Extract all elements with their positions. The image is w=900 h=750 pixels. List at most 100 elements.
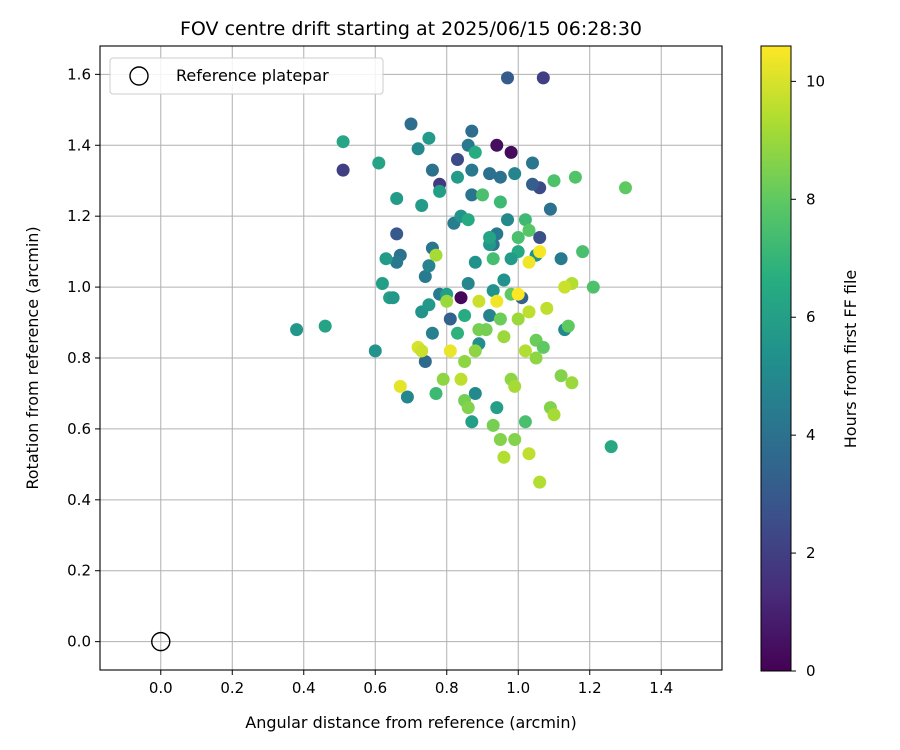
data-point: [336, 135, 350, 149]
data-point: [468, 255, 482, 269]
data-point: [440, 294, 454, 308]
data-point: [422, 298, 436, 312]
data-point: [468, 387, 482, 400]
data-point: [518, 415, 532, 429]
x-tick-label: 0.6: [363, 679, 387, 697]
data-point: [404, 117, 418, 131]
data-point: [493, 312, 507, 326]
legend: Reference platepar: [109, 57, 384, 95]
data-point: [468, 145, 482, 159]
data-point: [529, 351, 543, 365]
data-point: [561, 319, 575, 333]
legend-marker-reference: [129, 66, 149, 86]
data-point: [565, 376, 579, 390]
data-point: [461, 213, 475, 227]
data-point: [443, 312, 457, 326]
data-point: [490, 401, 504, 415]
colorbar: 0 2 4 6 8 10: [760, 45, 825, 680]
x-tick-label: 0.2: [220, 679, 244, 697]
data-point: [568, 170, 582, 184]
data-point: [511, 231, 525, 244]
data-point: [483, 167, 497, 181]
data-point: [465, 124, 479, 138]
data-point: [547, 174, 561, 188]
x-tick-label: 1.4: [649, 679, 673, 697]
data-point: [483, 309, 497, 322]
data-point: [497, 330, 511, 344]
colorbar-gradient: [760, 45, 792, 672]
data-point: [493, 433, 507, 446]
data-point: [425, 326, 439, 340]
colorbar-tick-label: 0: [806, 662, 816, 680]
data-point: [422, 131, 436, 145]
x-axis-label: Angular distance from reference (arcmin): [245, 713, 576, 732]
legend-label-reference: Reference platepar: [176, 66, 329, 85]
data-point: [554, 252, 568, 266]
data-point: [483, 231, 497, 244]
data-point: [372, 156, 386, 170]
data-point: [318, 319, 332, 333]
data-point: [497, 450, 511, 464]
data-point: [522, 305, 536, 319]
data-point: [418, 270, 432, 283]
data-point: [504, 252, 518, 266]
data-point: [490, 138, 504, 152]
data-point: [493, 170, 507, 184]
data-point: [443, 344, 457, 358]
data-point: [461, 277, 475, 290]
data-point: [511, 312, 525, 326]
data-point: [451, 153, 464, 166]
data-point: [336, 163, 350, 177]
data-point: [486, 284, 500, 298]
x-tick-label: 0.4: [292, 679, 316, 697]
data-point: [522, 255, 536, 269]
data-point: [433, 184, 447, 198]
colorbar-tick-label: 2: [806, 544, 816, 562]
y-tick-label: 0.0: [67, 633, 91, 651]
colorbar-tick-label: 4: [806, 426, 816, 444]
chart-title: FOV centre drift starting at 2025/06/15 …: [180, 18, 642, 40]
data-point: [465, 415, 479, 429]
data-point: [429, 248, 443, 262]
data-point: [508, 167, 522, 181]
data-point: [390, 255, 404, 269]
data-point: [386, 291, 400, 305]
data-point: [415, 199, 429, 212]
data-point: [454, 291, 468, 305]
data-point: [390, 227, 404, 241]
data-point: [418, 355, 432, 368]
data-point: [518, 213, 532, 227]
y-tick-label: 0.4: [67, 491, 91, 509]
y-axis-label: Rotation from reference (arcmin): [23, 226, 42, 489]
data-point: [536, 340, 550, 354]
data-point: [411, 142, 425, 156]
data-point: [458, 309, 472, 322]
x-tick-label: 1.0: [506, 679, 530, 697]
y-tick-label: 1.6: [67, 65, 91, 83]
data-point: [508, 433, 522, 446]
data-point: [501, 213, 514, 227]
data-point: [468, 344, 482, 358]
data-point: [536, 71, 550, 85]
data-point: [461, 401, 475, 415]
y-tick-label: 1.4: [67, 136, 91, 154]
data-point: [540, 301, 554, 315]
data-point: [390, 192, 404, 205]
data-point: [454, 372, 468, 386]
data-point: [472, 294, 486, 308]
data-point: [368, 344, 382, 358]
data-point: [486, 418, 500, 432]
data-point: [415, 344, 429, 358]
data-point: [486, 252, 500, 266]
data-point: [586, 280, 600, 294]
data-point: [400, 390, 414, 404]
data-point: [501, 71, 514, 85]
data-point: [451, 326, 464, 340]
data-point: [522, 447, 536, 461]
y-tick-label: 0.2: [67, 562, 91, 580]
data-point: [425, 163, 439, 177]
data-point: [436, 372, 450, 386]
data-point: [511, 287, 525, 301]
data-point: [379, 252, 393, 266]
